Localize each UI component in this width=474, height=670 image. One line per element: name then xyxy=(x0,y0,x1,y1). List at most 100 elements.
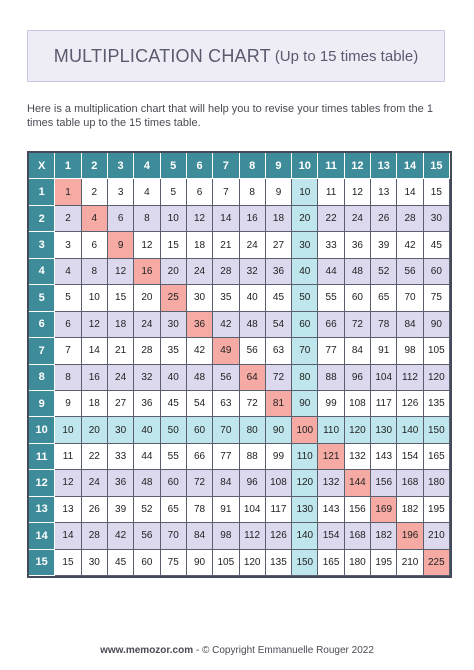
product-cell-11x1: 11 xyxy=(55,443,82,471)
product-cell-7x14: 98 xyxy=(397,338,424,365)
row-header-4: 4 xyxy=(29,258,56,286)
product-cell-2x12: 24 xyxy=(344,205,372,233)
product-cell-11x8: 88 xyxy=(239,443,266,471)
product-cell-12x3: 36 xyxy=(107,470,135,497)
row-header-6: 6 xyxy=(29,311,56,339)
product-cell-15x10: 150 xyxy=(292,549,319,576)
product-cell-2x2: 4 xyxy=(81,205,108,233)
product-cell-3x11: 33 xyxy=(318,232,345,259)
product-cell-14x3: 42 xyxy=(107,523,135,550)
product-cell-5x4: 20 xyxy=(134,285,161,312)
product-cell-6x6: 36 xyxy=(186,311,214,339)
product-cell-9x11: 99 xyxy=(318,390,345,418)
product-cell-4x12: 48 xyxy=(344,258,372,286)
title-box: MULTIPLICATION CHART (Up to 15 times tab… xyxy=(27,30,445,82)
product-cell-10x12: 120 xyxy=(344,417,372,444)
column-header-4: 4 xyxy=(134,153,161,180)
product-cell-13x10: 130 xyxy=(292,496,319,524)
product-cell-2x10: 20 xyxy=(292,205,319,233)
product-cell-11x5: 55 xyxy=(160,443,187,471)
product-cell-7x15: 105 xyxy=(423,338,450,365)
product-cell-14x13: 182 xyxy=(371,523,398,550)
product-cell-13x11: 143 xyxy=(318,496,345,524)
product-cell-5x15: 75 xyxy=(423,285,450,312)
product-cell-4x3: 12 xyxy=(107,258,135,286)
product-cell-5x14: 70 xyxy=(397,285,424,312)
product-cell-9x2: 18 xyxy=(81,390,108,418)
row-header-5: 5 xyxy=(29,285,56,312)
column-header-3: 3 xyxy=(107,153,135,180)
product-cell-9x4: 36 xyxy=(134,390,161,418)
column-header-6: 6 xyxy=(186,153,214,180)
product-cell-10x13: 130 xyxy=(371,417,398,444)
product-cell-8x12: 96 xyxy=(344,364,372,391)
product-cell-12x8: 96 xyxy=(239,470,266,497)
product-cell-1x6: 6 xyxy=(186,179,214,206)
product-cell-13x3: 39 xyxy=(107,496,135,524)
product-cell-11x3: 33 xyxy=(107,443,135,471)
product-cell-6x1: 6 xyxy=(55,311,82,339)
product-cell-15x13: 195 xyxy=(371,549,398,576)
product-cell-1x8: 8 xyxy=(239,179,266,206)
product-cell-10x9: 90 xyxy=(265,417,293,444)
product-cell-10x14: 140 xyxy=(397,417,424,444)
product-cell-2x6: 12 xyxy=(186,205,214,233)
product-cell-14x10: 140 xyxy=(292,523,319,550)
product-cell-13x14: 182 xyxy=(397,496,424,524)
row-header-13: 13 xyxy=(29,496,56,524)
product-cell-5x10: 50 xyxy=(292,285,319,312)
product-cell-3x15: 45 xyxy=(423,232,450,259)
row-header-12: 12 xyxy=(29,470,56,497)
product-cell-9x15: 135 xyxy=(423,390,450,418)
product-cell-11x4: 44 xyxy=(134,443,161,471)
product-cell-10x15: 150 xyxy=(423,417,450,444)
product-cell-11x12: 132 xyxy=(344,443,372,471)
row-header-3: 3 xyxy=(29,232,56,259)
product-cell-15x3: 45 xyxy=(107,549,135,576)
intro-text: Here is a multiplication chart that will… xyxy=(27,103,433,129)
product-cell-6x8: 48 xyxy=(239,311,266,339)
product-cell-9x5: 45 xyxy=(160,390,187,418)
product-cell-6x3: 18 xyxy=(107,311,135,339)
product-cell-12x1: 12 xyxy=(55,470,82,497)
product-cell-2x5: 10 xyxy=(160,205,187,233)
product-cell-14x15: 210 xyxy=(423,523,450,550)
product-cell-8x1: 8 xyxy=(55,364,82,391)
footer-site[interactable]: www.memozor.com xyxy=(100,645,194,656)
product-cell-7x1: 7 xyxy=(55,338,82,365)
product-cell-11x2: 22 xyxy=(81,443,108,471)
product-cell-2x7: 14 xyxy=(213,205,240,233)
product-cell-5x2: 10 xyxy=(81,285,108,312)
product-cell-14x5: 70 xyxy=(160,523,187,550)
product-cell-1x13: 13 xyxy=(371,179,398,206)
product-cell-11x6: 66 xyxy=(186,443,214,471)
product-cell-11x9: 99 xyxy=(265,443,293,471)
product-cell-13x9: 117 xyxy=(265,496,293,524)
product-cell-9x12: 108 xyxy=(344,390,372,418)
product-cell-4x9: 36 xyxy=(265,258,293,286)
product-cell-8x11: 88 xyxy=(318,364,345,391)
product-cell-7x5: 35 xyxy=(160,338,187,365)
product-cell-14x12: 168 xyxy=(344,523,372,550)
column-header-12: 12 xyxy=(344,153,372,180)
product-cell-7x3: 21 xyxy=(107,338,135,365)
product-cell-5x1: 5 xyxy=(55,285,82,312)
product-cell-8x5: 40 xyxy=(160,364,187,391)
product-cell-9x10: 90 xyxy=(292,390,319,418)
column-header-8: 8 xyxy=(239,153,266,180)
product-cell-3x6: 18 xyxy=(186,232,214,259)
product-cell-14x1: 14 xyxy=(55,523,82,550)
product-cell-3x3: 9 xyxy=(107,232,135,259)
product-cell-3x10: 30 xyxy=(292,232,319,259)
product-cell-15x5: 75 xyxy=(160,549,187,576)
column-header-1: 1 xyxy=(55,153,82,180)
row-header-9: 9 xyxy=(29,390,56,418)
product-cell-2x8: 16 xyxy=(239,205,266,233)
product-cell-13x1: 13 xyxy=(55,496,82,524)
product-cell-15x8: 120 xyxy=(239,549,266,576)
product-cell-8x9: 72 xyxy=(265,364,293,391)
product-cell-14x7: 98 xyxy=(213,523,240,550)
product-cell-9x7: 63 xyxy=(213,390,240,418)
product-cell-15x7: 105 xyxy=(213,549,240,576)
product-cell-13x5: 65 xyxy=(160,496,187,524)
